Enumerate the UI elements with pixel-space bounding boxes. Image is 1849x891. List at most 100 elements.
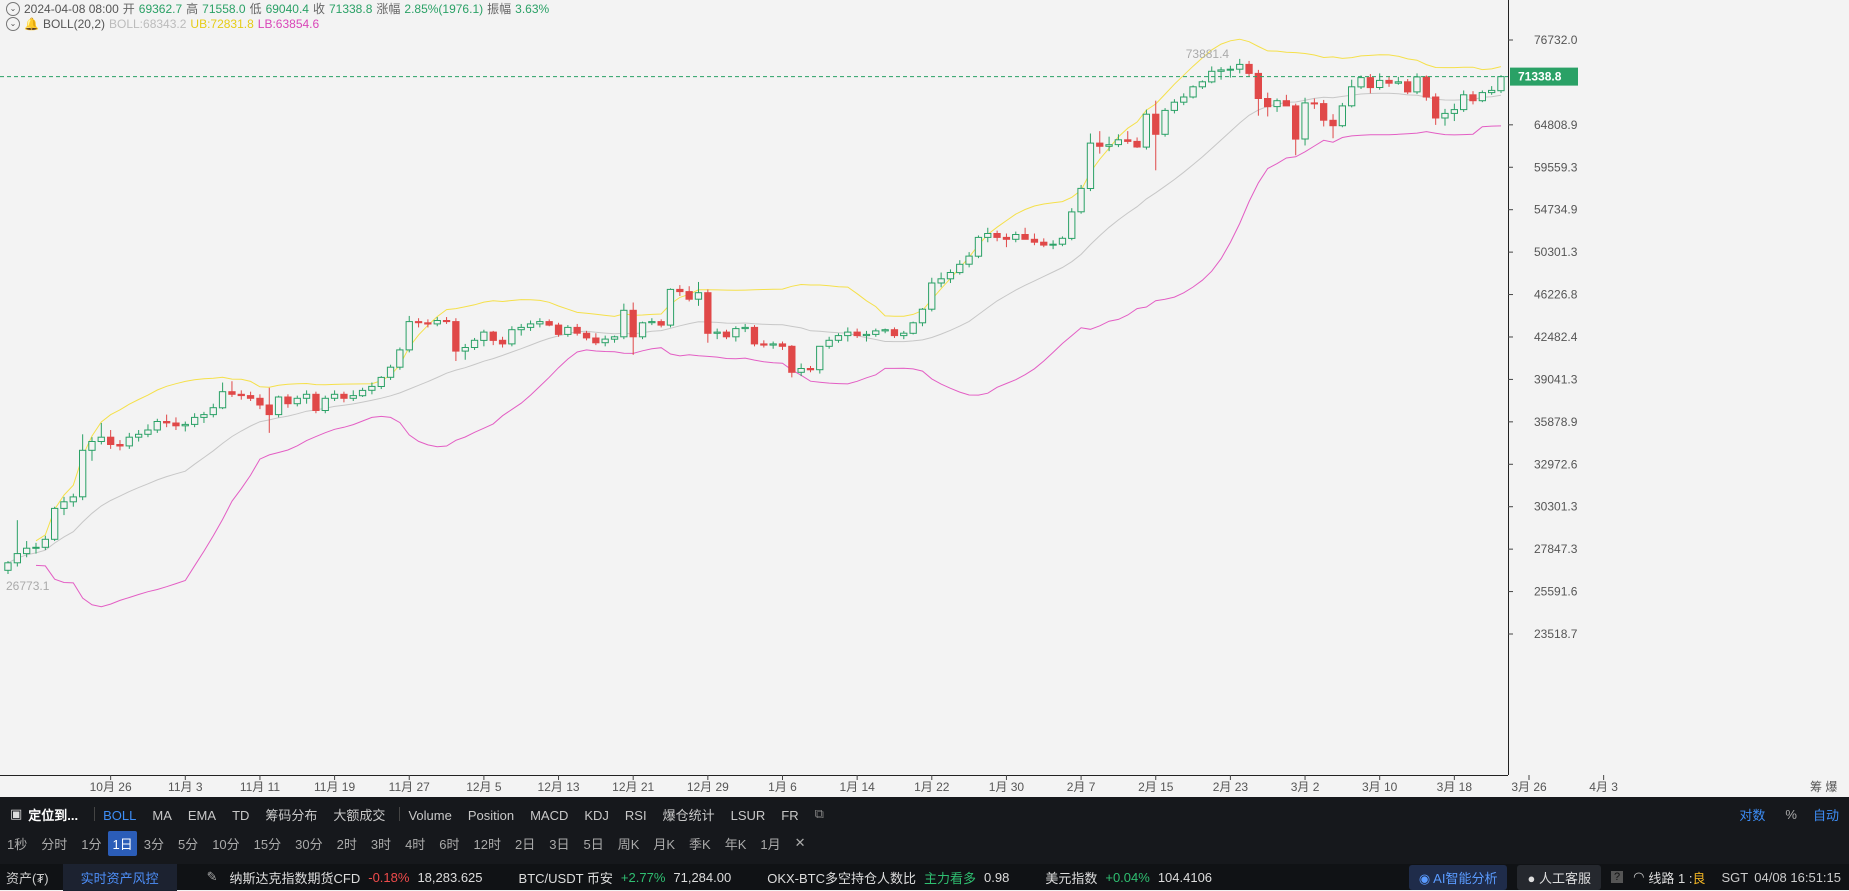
nasdaq-name[interactable]: 纳斯达克指数期货CFD	[229, 870, 361, 886]
pen-icon[interactable]: ✎	[206, 869, 218, 884]
bell-icon[interactable]: 🔔	[24, 17, 39, 31]
calendar-icon[interactable]: ▣	[10, 806, 23, 821]
candle-body	[1217, 69, 1225, 72]
line-label[interactable]: 线路 1 :	[1648, 870, 1693, 886]
sub-indicator-4[interactable]: RSI	[624, 807, 647, 823]
percent-scale-button[interactable]: %	[1785, 806, 1797, 822]
candle-body	[1058, 237, 1067, 245]
chart-area[interactable]: 76732.0 64808.9 59559.3 54734.9 50301.3 46226…	[0, 0, 1849, 797]
candle-body	[657, 321, 665, 326]
candle-body	[293, 397, 301, 405]
log-scale-button[interactable]: 对数	[1739, 807, 1766, 823]
timeframe-16[interactable]: 5日	[583, 836, 604, 852]
ohlc-legend: ⌄ 2024-04-08 08:00 开 69362.7 高 71558.0 低 69…	[6, 0, 549, 17]
candle-body	[872, 330, 880, 335]
okx-ratio-name[interactable]: OKX-BTC多空持仓人数比	[767, 870, 917, 886]
candle-body	[377, 376, 385, 387]
candle-body	[890, 329, 899, 337]
timeframe-8[interactable]: 30分	[295, 836, 323, 852]
sub-indicator-2[interactable]: MACD	[530, 807, 569, 823]
timeframe-2[interactable]: 1分	[81, 836, 102, 852]
timeframe-14[interactable]: 2日	[515, 836, 536, 852]
candle-body	[816, 345, 824, 371]
timeframe-15[interactable]: 3日	[549, 836, 570, 852]
close-icon[interactable]: ✕	[794, 835, 806, 850]
timeframe-9[interactable]: 2时	[336, 836, 357, 852]
sub-indicator-7[interactable]: FR	[781, 807, 799, 823]
timeframe-10[interactable]: 3时	[370, 836, 392, 852]
change-value: 2.85%(1976.1)	[404, 1, 484, 16]
sub-indicator-5[interactable]: 爆仓统计	[662, 807, 715, 823]
candle-body	[51, 507, 59, 540]
candle-body	[1441, 112, 1449, 119]
candle-body	[470, 339, 479, 348]
candle-body	[1096, 142, 1104, 147]
timeframe-7[interactable]: 15分	[253, 836, 282, 852]
timeframe-1[interactable]: 分时	[41, 836, 68, 852]
timeframe-17[interactable]: 周K	[617, 836, 640, 852]
locate-button[interactable]: 定位到...	[28, 807, 79, 823]
timeframe-21[interactable]: 1月	[760, 836, 781, 852]
boll-name: BOLL(20,2)	[42, 17, 105, 31]
sub-indicator-0[interactable]: Volume	[408, 807, 452, 823]
candle-body	[396, 349, 404, 368]
timeframe-20[interactable]: 年K	[724, 836, 747, 852]
candle-body	[1488, 89, 1496, 94]
sub-indicator-3[interactable]: KDJ	[584, 807, 609, 823]
sub-indicator-6[interactable]: LSUR	[730, 807, 766, 823]
sub-indicator-1[interactable]: Position	[467, 807, 515, 823]
candle-body	[1357, 77, 1365, 88]
candle-body	[153, 421, 161, 431]
indicator-2[interactable]: EMA	[187, 807, 217, 823]
timeframe-12[interactable]: 6时	[439, 836, 460, 852]
indicator-3[interactable]: TD	[232, 807, 250, 823]
x-tick-label: 12月 21	[612, 780, 654, 794]
y-tick-label: 32972.6	[1534, 457, 1578, 471]
indicator-4[interactable]: 筹码分布	[265, 807, 318, 823]
timeframe-4[interactable]: 3分	[143, 836, 164, 852]
edit-icon[interactable]: ⧉	[814, 806, 824, 821]
sub-indicators: Volume Position MACD KDJ RSI 爆仓统计 LSUR FR	[400, 805, 806, 824]
timeframe-6[interactable]: 10分	[212, 836, 240, 852]
candle-date: 2024-04-08 08:00	[24, 1, 119, 16]
candle-body	[1376, 79, 1384, 89]
candle-body	[265, 404, 273, 416]
indicator-5[interactable]: 大额成交	[333, 807, 386, 823]
candle-body	[1469, 94, 1477, 102]
ai-analysis-button[interactable]: ◉ AI智能分析	[1408, 864, 1508, 890]
wifi-icon: ◠	[1633, 869, 1645, 884]
btc-name[interactable]: BTC/USDT 币安	[518, 870, 613, 886]
indicator-0[interactable]: BOLL	[103, 807, 137, 823]
timezone: SGT	[1721, 869, 1749, 885]
dxy-name[interactable]: 美元指数	[1045, 870, 1098, 886]
candle-body	[508, 329, 516, 345]
timeframe-19[interactable]: 季K	[689, 836, 711, 852]
assets-label[interactable]: 资产(₮)	[6, 870, 49, 886]
boll-lb-value: LB:63854.6	[257, 17, 320, 31]
candle-body	[1282, 100, 1290, 107]
help-icon[interactable]: ?	[1610, 871, 1624, 883]
timeframe-0[interactable]: 1秒	[7, 836, 28, 852]
candle-body	[844, 331, 852, 337]
collapse-icon[interactable]: ⌄	[6, 17, 20, 31]
timeframe-3[interactable]: 1日	[108, 830, 137, 856]
y-tick-label: 50301.3	[1534, 245, 1578, 259]
timeframe-13[interactable]: 12时	[473, 836, 501, 852]
timeframe-11[interactable]: 4时	[405, 836, 426, 852]
collapse-icon[interactable]: ⌄	[6, 1, 20, 16]
dxy-change: +0.04%	[1105, 869, 1150, 885]
auto-scale-button[interactable]: 自动	[1812, 807, 1839, 823]
timeframe-18[interactable]: 月K	[653, 836, 676, 852]
candle-body	[489, 331, 497, 341]
indicator-1[interactable]: MA	[152, 807, 172, 823]
risk-button[interactable]: 实时资产风控	[62, 863, 177, 891]
okx-ratio-value: 0.98	[984, 869, 1010, 885]
close-value: 71338.8	[328, 1, 373, 16]
customer-service-button[interactable]: ● 人工客服	[1517, 864, 1601, 890]
price-chart[interactable]: 76732.0 64808.9 59559.3 54734.9 50301.3 46226…	[0, 0, 1849, 797]
candle-body	[797, 368, 805, 373]
candle-body	[946, 272, 955, 280]
timeframe-5[interactable]: 5分	[177, 836, 199, 852]
candle-body	[4, 562, 12, 571]
candle-body	[433, 320, 441, 325]
